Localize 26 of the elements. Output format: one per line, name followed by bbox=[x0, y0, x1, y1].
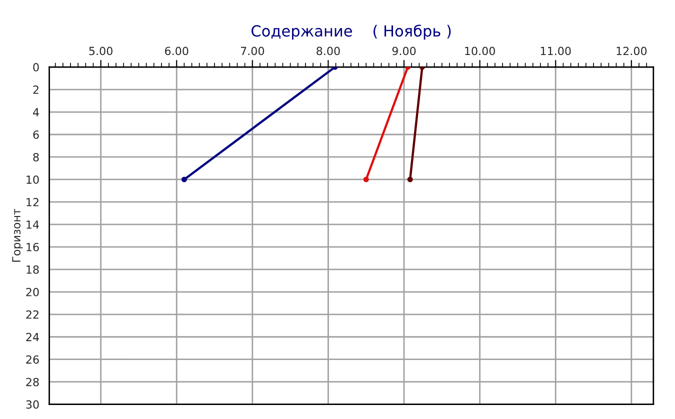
y-tick-label: 16 bbox=[26, 242, 39, 252]
y-tick-label: 28 bbox=[26, 378, 39, 386]
x-tick-label: 10.00 bbox=[465, 46, 495, 56]
chart-title: Содержание ( Ноябрь ) bbox=[252, 24, 451, 40]
y-tick-label: 18 bbox=[26, 265, 39, 274]
y-tick-label: 24 bbox=[26, 332, 39, 342]
x-tick-label: 9.00 bbox=[392, 46, 416, 56]
x-tick-label: 8.00 bbox=[316, 46, 340, 56]
x-tick-label: 6.00 bbox=[165, 46, 188, 56]
x-tick-label: 7.00 bbox=[240, 46, 264, 56]
y-tick-label: 30 bbox=[26, 400, 39, 409]
y-tick-label: 6 bbox=[33, 130, 39, 139]
y-tick-label: 10 bbox=[26, 175, 39, 184]
y-tick-label: 20 bbox=[26, 288, 39, 296]
y-tick-label: 4 bbox=[33, 108, 39, 116]
x-tick-label: 11.00 bbox=[540, 46, 571, 56]
y-axis-title: Горизонт bbox=[12, 208, 23, 262]
y-tick-label: 0 bbox=[33, 63, 39, 72]
y-tick-label: 26 bbox=[26, 355, 39, 364]
y-tick-label: 14 bbox=[26, 220, 39, 229]
y-tick-label: 12 bbox=[26, 198, 38, 206]
x-tick-label: 12.00 bbox=[616, 46, 647, 56]
y-tick-label: 2 bbox=[33, 86, 38, 94]
y-tick-label: 8 bbox=[33, 152, 39, 162]
x-tick-label: 5.00 bbox=[89, 46, 112, 56]
y-tick-label: 22 bbox=[26, 310, 38, 319]
